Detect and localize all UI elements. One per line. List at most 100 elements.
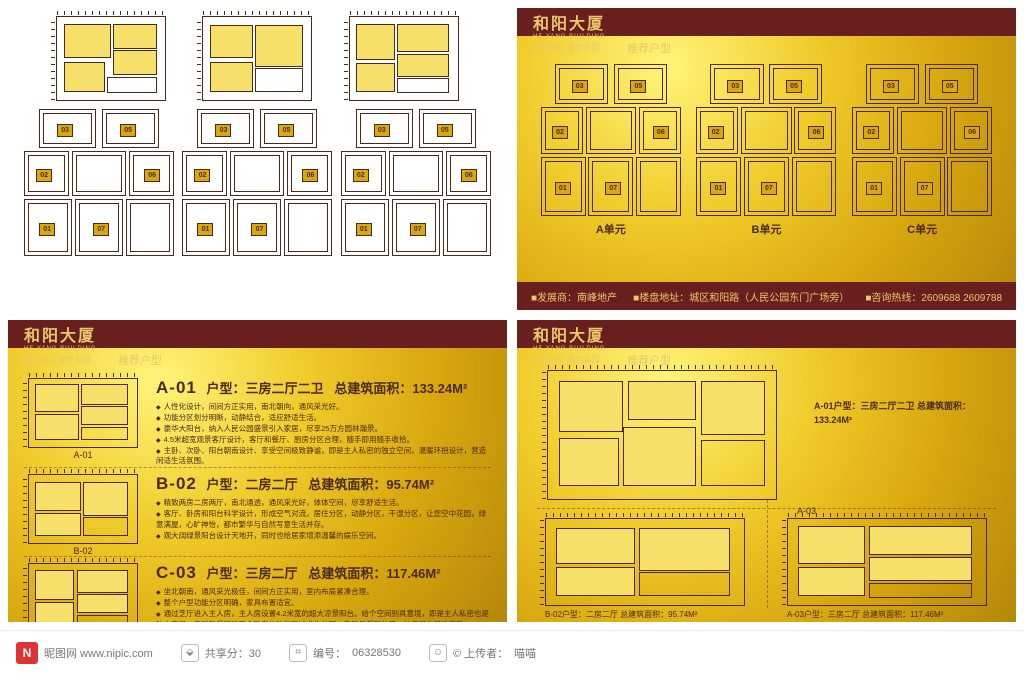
unit-tag: 03 <box>572 80 588 93</box>
building-title-block: 和阳大厦 HE YANG BUILDING 旺市核心 盛世家园 <box>533 322 605 365</box>
cluster-plan-row-gold: A单元 030502060107 B单元 030502060107 C单元 03… <box>533 64 1000 234</box>
unit-tag: 06 <box>653 126 669 139</box>
type-info-c03: C-03 户型：三房二厅 总建筑面积：117.46M² 坐北朝南，通风采光极佳，… <box>156 563 491 622</box>
unit-tag: 06 <box>964 126 980 139</box>
building-title-block: 和阳大厦 HE YANG BUILDING 旺市核心 盛世家园 <box>533 10 605 53</box>
unit-label-a: A单元 <box>596 221 626 237</box>
id-lbl: 编号： <box>313 645 346 661</box>
unit-tag: 03 <box>727 80 743 93</box>
unit-tag: 06 <box>302 169 318 182</box>
unit-tag: 06 <box>461 169 477 182</box>
cluster-gold-a: A单元 030502060107 <box>541 64 681 219</box>
unit-tag: 07 <box>251 223 267 236</box>
type-headline: A-01 户型：三房二厅二卫 总建筑面积：133.24M² <box>156 378 491 398</box>
page-grid: 03 05 02 06 01 07 03 05 02 06 01 07 03 05 02 06 01 07 推… <box>0 0 1024 630</box>
site-logo-icon: N <box>16 642 38 664</box>
cluster-white-c: 030502060107 <box>341 109 491 259</box>
unit-tag: 02 <box>194 169 210 182</box>
cluster-gold-b: B单元 030502060107 <box>696 64 836 219</box>
bullet: 坐北朝南，通风采光极佳，间间方正实用，室内布局紧凑合理。 <box>156 587 491 598</box>
area-val: 95.74M² <box>386 477 434 492</box>
addr-info: ■楼盘地址：城区和阳路（人民公园东门广场旁） <box>633 289 849 304</box>
plan-a03: A-03户型：三房二厅 总建筑面积：117.46M² <box>787 518 987 620</box>
bullet: 豪华大阳台，纳入人民公园盛景引入家居，尽享25万方园林瀚景。 <box>156 424 491 435</box>
bullet: 人性化设计，间间方正实用，南北朝向，通风采光好。 <box>156 402 491 413</box>
bullet: 功能分区划分明晰，动静结合，适应舒适生活。 <box>156 413 491 424</box>
bullet: 4.5米超宽观景客厅设计，客厅和餐厅、厨房分区合理，随手即用随手收拾。 <box>156 435 491 446</box>
tel-lbl: ■咨询热线： <box>865 293 921 304</box>
type-info-b02: B-02 户型：二房二厅 总建筑面积：95.74M² 精致两房二房两厅，南北通透… <box>156 474 491 542</box>
unit-tag: 06 <box>144 169 160 182</box>
uploader-lbl: © 上传者： <box>453 645 508 661</box>
uploader-chip[interactable]: ☺ © 上传者： 喵喵 <box>429 644 536 662</box>
floorplan-small-3 <box>349 16 459 101</box>
addr-val: 城区和阳路（人民公园东门广场旁） <box>689 293 849 304</box>
unit-tag: 01 <box>39 223 55 236</box>
tel-val: 2609688 2609788 <box>921 293 1002 304</box>
plan-code: B-02 <box>73 546 92 556</box>
unit-tag: 06 <box>808 126 824 139</box>
bullet: 精致两房二房两厅，南北通透，通风采光好，体体空间，尽享舒适生活。 <box>156 498 491 509</box>
unit-tag: 02 <box>353 169 369 182</box>
bullet: 整个户型功能分区明确，家具布置适宜。 <box>156 598 491 609</box>
building-name-en: HE YANG BUILDING <box>533 346 605 352</box>
dev-val: 南峰地产 <box>577 293 617 304</box>
cluster-white-b: 03 05 02 06 01 07 <box>182 109 332 259</box>
type-list: A-01 A-01 户型：三房二厅二卫 总建筑面积：133.24M² 人性化设计… <box>24 378 491 612</box>
building-slogan: 旺市核心 盛世家园 <box>533 354 605 365</box>
unit-tag: 03 <box>883 80 899 93</box>
unit-tag: 05 <box>786 80 802 93</box>
id-icon: ⌗ <box>289 644 307 662</box>
plan-b02: B-02户型：二房二厅 总建筑面积：95.74M² <box>545 518 745 620</box>
dev-info: ■发展商：南峰地产 <box>531 289 617 304</box>
type-row-b02: B-02 B-02 户型：二房二厅 总建筑面积：95.74M² 精致两房二房两厅… <box>24 467 491 556</box>
type-row-c03: C-03 C-03 户型：三房二厅 总建筑面积：117.46M² 坐北朝南，通风… <box>24 556 491 622</box>
type-headline: B-02 户型：二房二厅 总建筑面积：95.74M² <box>156 474 491 494</box>
building-name-en: HE YANG BUILDING <box>24 346 96 352</box>
developer-info-bar: ■发展商：南峰地产 ■楼盘地址：城区和阳路（人民公园东门广场旁） ■咨询热线：2… <box>517 282 1016 310</box>
building-slogan: 旺市核心 盛世家园 <box>533 42 605 53</box>
small-plan-row <box>8 8 507 105</box>
id-chip: ⌗ 编号： 06328530 <box>289 644 401 662</box>
bullet: 观大阔绿景阳台设计天地开，同时也给居家增添温馨的娱乐空间。 <box>156 531 491 542</box>
unit-tag: 03 <box>215 124 231 137</box>
unit-tag: 05 <box>630 80 646 93</box>
area-val: 117.46M² <box>386 566 440 581</box>
code: A-01 <box>156 378 197 397</box>
unit-tag: 07 <box>93 223 109 236</box>
building-name-en: HE YANG BUILDING <box>533 34 605 40</box>
unit-tag: 02 <box>863 126 879 139</box>
type-plan-b02: B-02 <box>24 474 142 556</box>
type-bullets-b02: 精致两房二房两厅，南北通透，通风采光好，体体空间，尽享舒适生活。 客厅、卧房和阳… <box>156 498 491 542</box>
building-name: 和阳大厦 <box>533 322 605 346</box>
cluster-white-a: 030502060107 <box>24 109 174 259</box>
area-val: 133.24M² <box>412 381 467 396</box>
addr-lbl: ■楼盘地址： <box>633 293 689 304</box>
rooms: 户型：三房二厅 <box>206 566 297 581</box>
plan-code: A-01 <box>73 450 92 460</box>
unit-tag: 01 <box>197 223 213 236</box>
units-overview-panel: 推荐户型 和阳大厦 HE YANG BUILDING 旺市核心 盛世家园 A单元… <box>517 8 1016 310</box>
unit-label-c: C单元 <box>907 221 937 237</box>
unit-tag: 05 <box>278 124 294 137</box>
unit-tag: 02 <box>708 126 724 139</box>
plan-a03-code: A-03 <box>797 506 816 516</box>
bullet: 客厅、卧房和阳台科学设计，形成空气对流，居住分区，动静分区，干湿分区，让您空中花… <box>156 509 491 531</box>
unit-tag: 01 <box>356 223 372 236</box>
type-plan-a01: A-01 <box>24 378 142 460</box>
building-name: 和阳大厦 <box>533 10 605 34</box>
type-plan-c03: C-03 <box>24 563 142 622</box>
share-chip: ⬙ 共享分：30 <box>181 644 261 662</box>
site-brand[interactable]: N 昵图网 www.nipic.com <box>16 642 153 664</box>
assets-panel-white: 030502060107 030502060107 030502060107 <box>8 8 507 310</box>
unit-tag: 03 <box>374 124 390 137</box>
label-line: B-02户型：二房二厅 总建筑面积：95.74M² <box>545 609 745 620</box>
share-text: 共享分：30 <box>205 645 261 661</box>
share-icon: ⬙ <box>181 644 199 662</box>
building-title-block: 和阳大厦 HE YANG BUILDING 旺市核心 盛世家园 <box>24 322 96 365</box>
unit-tag: 07 <box>410 223 426 236</box>
uploader-val: 喵喵 <box>514 645 536 661</box>
unit-label-b: B单元 <box>752 221 782 237</box>
unit-tag: 02 <box>552 126 568 139</box>
divider-vertical <box>767 500 768 608</box>
